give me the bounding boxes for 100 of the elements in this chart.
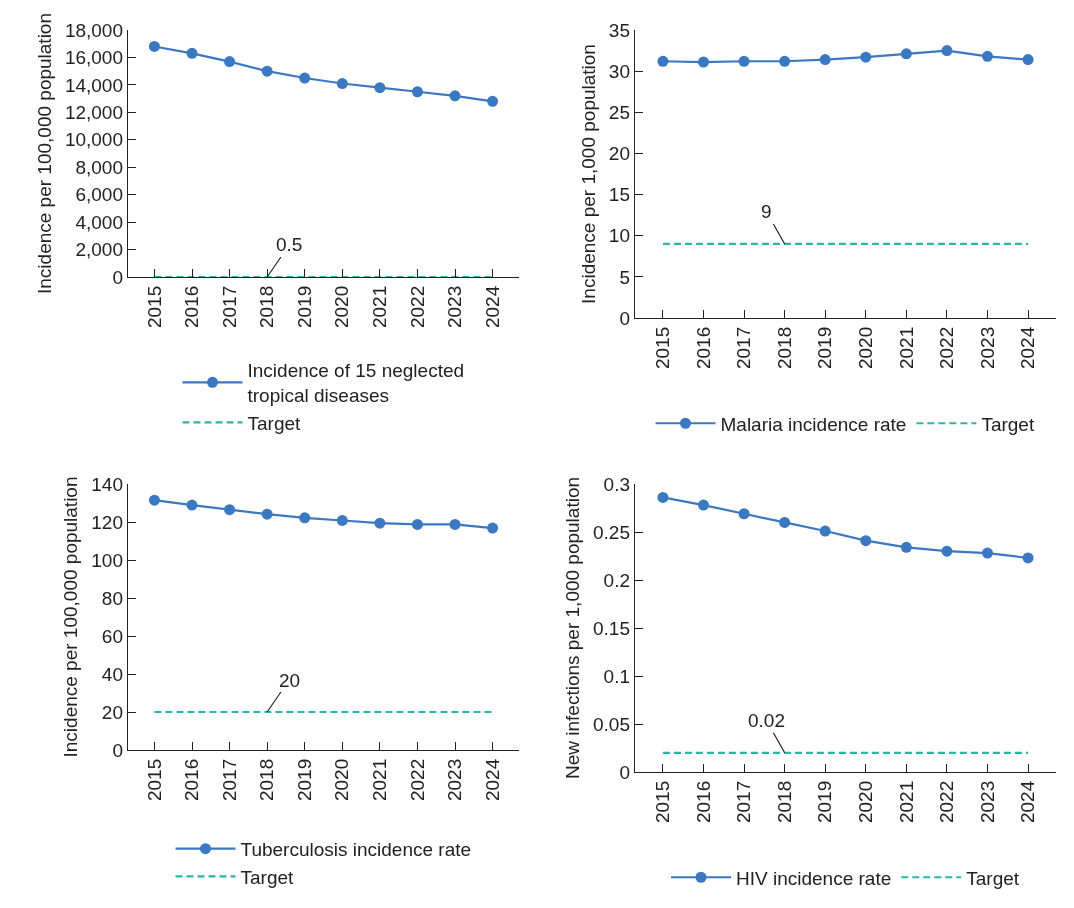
- y-tick-label: 6,000: [75, 184, 123, 206]
- annotation: 9: [761, 201, 772, 222]
- point: [299, 72, 311, 84]
- x-tick-label: 2022: [406, 285, 428, 329]
- y-tick-label: 12,000: [64, 101, 123, 123]
- x-tick-label: 2017: [733, 780, 755, 824]
- x-tick-label: 2016: [181, 758, 203, 802]
- x-tick-label: 2023: [444, 285, 466, 329]
- y-tick-label: 0.25: [593, 521, 630, 543]
- y-tick-label: 0: [112, 266, 123, 288]
- x-tick-label: 2022: [406, 758, 428, 802]
- y-tick-label: 10: [608, 225, 630, 247]
- legend-label: Target: [981, 413, 1035, 435]
- annotation: 0.5: [276, 234, 303, 255]
- x-tick-label: 2020: [854, 326, 876, 370]
- point: [186, 47, 198, 59]
- point: [982, 547, 993, 559]
- x-tick-label: 2015: [652, 326, 674, 370]
- x-tick-label: 2017: [733, 326, 755, 370]
- x-tick-label: 2015: [652, 780, 674, 824]
- y-tick-label: 18,000: [64, 19, 123, 41]
- point: [941, 545, 953, 557]
- y-tick-label: 0.15: [593, 617, 630, 639]
- point: [261, 508, 273, 520]
- point: [148, 494, 160, 506]
- y-tick-label: 35: [608, 19, 630, 41]
- x-tick-label: 2023: [976, 326, 998, 370]
- point: [186, 499, 198, 511]
- point: [738, 508, 750, 520]
- y-tick-label: 5: [619, 266, 630, 288]
- legend-label: Malaria incidence rate: [720, 413, 907, 435]
- x-tick-label: 2015: [143, 758, 165, 802]
- y-tick-label: 0: [112, 739, 123, 761]
- x-tick-label: 2016: [181, 285, 203, 329]
- x-tick-label: 2018: [256, 285, 278, 329]
- y-tick-label: 20: [101, 701, 123, 723]
- x-tick-label: 2023: [976, 780, 998, 824]
- y-tick-label: 0: [619, 761, 630, 783]
- y-axis-title: Incidence per 1,000 population: [577, 44, 599, 304]
- y-tick-label: 0: [619, 307, 630, 329]
- y-tick-label: 80: [101, 587, 123, 609]
- y-tick-label: 140: [91, 473, 123, 495]
- x-tick-label: 2019: [814, 326, 836, 370]
- y-axis-title: Incidence per 100,000 population: [33, 12, 55, 295]
- y-axis-title: New infections per 1,000 population: [561, 476, 583, 780]
- x-tick-label: 2019: [293, 758, 315, 802]
- point: [449, 518, 461, 530]
- y-tick-label: 0.05: [593, 713, 630, 735]
- x-tick-label: 2016: [692, 326, 714, 370]
- point: [860, 535, 872, 547]
- legend-label: Target: [247, 412, 302, 434]
- x-tick-label: 2024: [1017, 326, 1039, 370]
- y-tick-label: 60: [101, 625, 123, 647]
- point: [487, 522, 499, 534]
- point: [261, 65, 273, 77]
- y-tick-label: 16,000: [64, 47, 123, 69]
- legend-label: Target: [966, 867, 1020, 889]
- point: [449, 90, 461, 102]
- x-tick-label: 2021: [895, 780, 917, 824]
- y-tick-label: 0.2: [603, 569, 630, 591]
- legend-label: HIV incidence rate: [736, 867, 892, 889]
- point: [779, 516, 791, 528]
- y-tick-label: 10,000: [64, 129, 123, 151]
- legend-label: Incidence of 15 neglected tropical diseases: [247, 360, 465, 407]
- y-tick-label: 14,000: [64, 74, 123, 96]
- x-tick-label: 2016: [692, 780, 714, 824]
- x-tick-label: 2017: [218, 285, 240, 329]
- x-tick-label: 2021: [369, 285, 391, 329]
- x-tick-label: 2018: [256, 758, 278, 802]
- x-tick-label: 2022: [936, 780, 958, 824]
- point: [411, 86, 423, 98]
- x-tick-label: 2024: [1017, 780, 1039, 824]
- y-tick-label: 120: [91, 511, 123, 533]
- x-tick-label: 2023: [444, 758, 466, 802]
- x-tick-label: 2017: [218, 758, 240, 802]
- x-tick-label: 2022: [936, 326, 958, 370]
- point: [224, 56, 236, 68]
- x-tick-label: 2018: [773, 780, 795, 824]
- y-tick-label: 0.1: [603, 665, 630, 687]
- y-tick-label: 100: [91, 549, 123, 571]
- y-axis-title: Incidence per 100,000 population: [60, 476, 82, 758]
- x-tick-label: 2018: [773, 326, 795, 370]
- point: [336, 514, 348, 526]
- y-tick-label: 0.3: [603, 473, 630, 495]
- x-tick-label: 2015: [143, 285, 165, 329]
- point: [819, 525, 831, 537]
- point: [336, 78, 348, 90]
- point: [1022, 552, 1034, 564]
- y-tick-label: 15: [608, 184, 630, 206]
- legend-label: Tuberculosis incidence rate: [240, 839, 472, 861]
- x-tick-label: 2019: [814, 780, 836, 824]
- y-tick-label: 8,000: [75, 156, 123, 178]
- x-tick-label: 2019: [293, 285, 315, 329]
- annotation: 20: [279, 670, 301, 691]
- y-tick-label: 40: [101, 663, 123, 685]
- point: [374, 517, 386, 529]
- point: [487, 95, 499, 107]
- point: [900, 541, 912, 553]
- point: [657, 491, 669, 503]
- legend-label: Target: [240, 866, 295, 888]
